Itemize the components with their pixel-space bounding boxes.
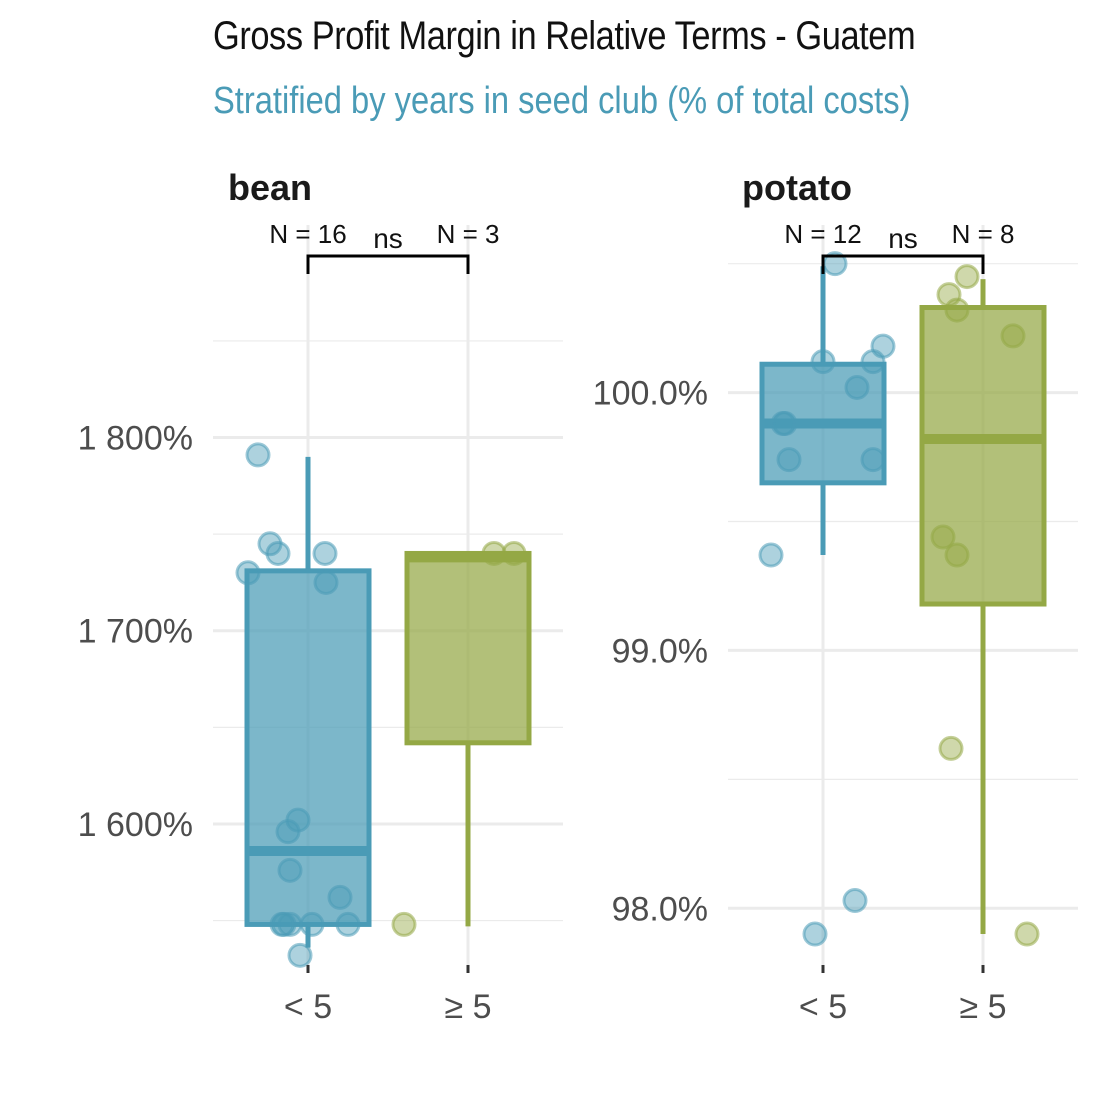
data-point: [299, 911, 325, 937]
panel-title-potato: potato: [742, 167, 852, 208]
y-tick-label: 98.0%: [612, 890, 708, 928]
panel-title-bean: bean: [228, 167, 312, 208]
data-point: [810, 349, 836, 375]
y-tick-label: 100.0%: [593, 375, 708, 413]
data-point: [938, 735, 964, 761]
data-point: [954, 264, 980, 290]
data-point: [327, 884, 353, 910]
data-point: [265, 540, 291, 566]
box: [244, 568, 372, 927]
data-point: [1014, 921, 1040, 947]
data-point: [1000, 323, 1026, 349]
y-tick-label: 1 700%: [78, 613, 193, 651]
significance-label: ns: [888, 223, 918, 254]
data-point: [944, 542, 970, 568]
panel-potato: 98.0% 99.0% 100.0% potato ns N = 12 N = 8 < 5 ≥ …: [593, 167, 1078, 1026]
data-point: [944, 297, 970, 323]
data-point: [501, 540, 527, 566]
data-point: [287, 942, 313, 968]
n-label: N = 3: [437, 219, 500, 249]
y-tick-label: 99.0%: [612, 632, 708, 670]
panel-bean: 1 600% 1 700% 1 800% bean ns N = 16 N = 3 < 5 ≥ …: [78, 167, 563, 1026]
n-label: N = 8: [952, 219, 1015, 249]
data-point: [481, 540, 507, 566]
data-point: [335, 911, 361, 937]
x-tick-label: < 5: [284, 988, 332, 1026]
y-tick-label: 1 800%: [78, 420, 193, 458]
significance-bracket: [821, 254, 985, 274]
data-point: [802, 921, 828, 947]
significance-label: ns: [373, 223, 403, 254]
data-point: [277, 857, 303, 883]
n-label: N = 12: [784, 219, 861, 249]
x-tick-label: < 5: [799, 988, 847, 1026]
chart-subtitle: Stratified by years in seed club (% of t…: [213, 80, 911, 122]
data-point: [235, 560, 261, 586]
data-point: [844, 374, 870, 400]
data-point: [776, 447, 802, 473]
data-point: [391, 911, 417, 937]
data-point: [245, 442, 271, 468]
data-point: [758, 542, 784, 568]
data-point: [842, 888, 868, 914]
x-tick-label: ≥ 5: [444, 988, 491, 1026]
box: [919, 305, 1047, 607]
data-point: [860, 349, 886, 375]
data-point: [930, 524, 956, 550]
chart-title: Gross Profit Margin in Relative Terms - …: [213, 14, 916, 58]
data-point: [269, 911, 295, 937]
n-label: N = 16: [269, 219, 346, 249]
data-point: [860, 447, 886, 473]
box: [404, 550, 532, 746]
data-point: [770, 411, 796, 437]
data-point: [312, 540, 338, 566]
data-point: [313, 569, 339, 595]
data-point: [275, 819, 301, 845]
y-tick-label: 1 600%: [78, 806, 193, 844]
significance-bracket: [306, 254, 470, 274]
x-tick-label: ≥ 5: [959, 988, 1006, 1026]
